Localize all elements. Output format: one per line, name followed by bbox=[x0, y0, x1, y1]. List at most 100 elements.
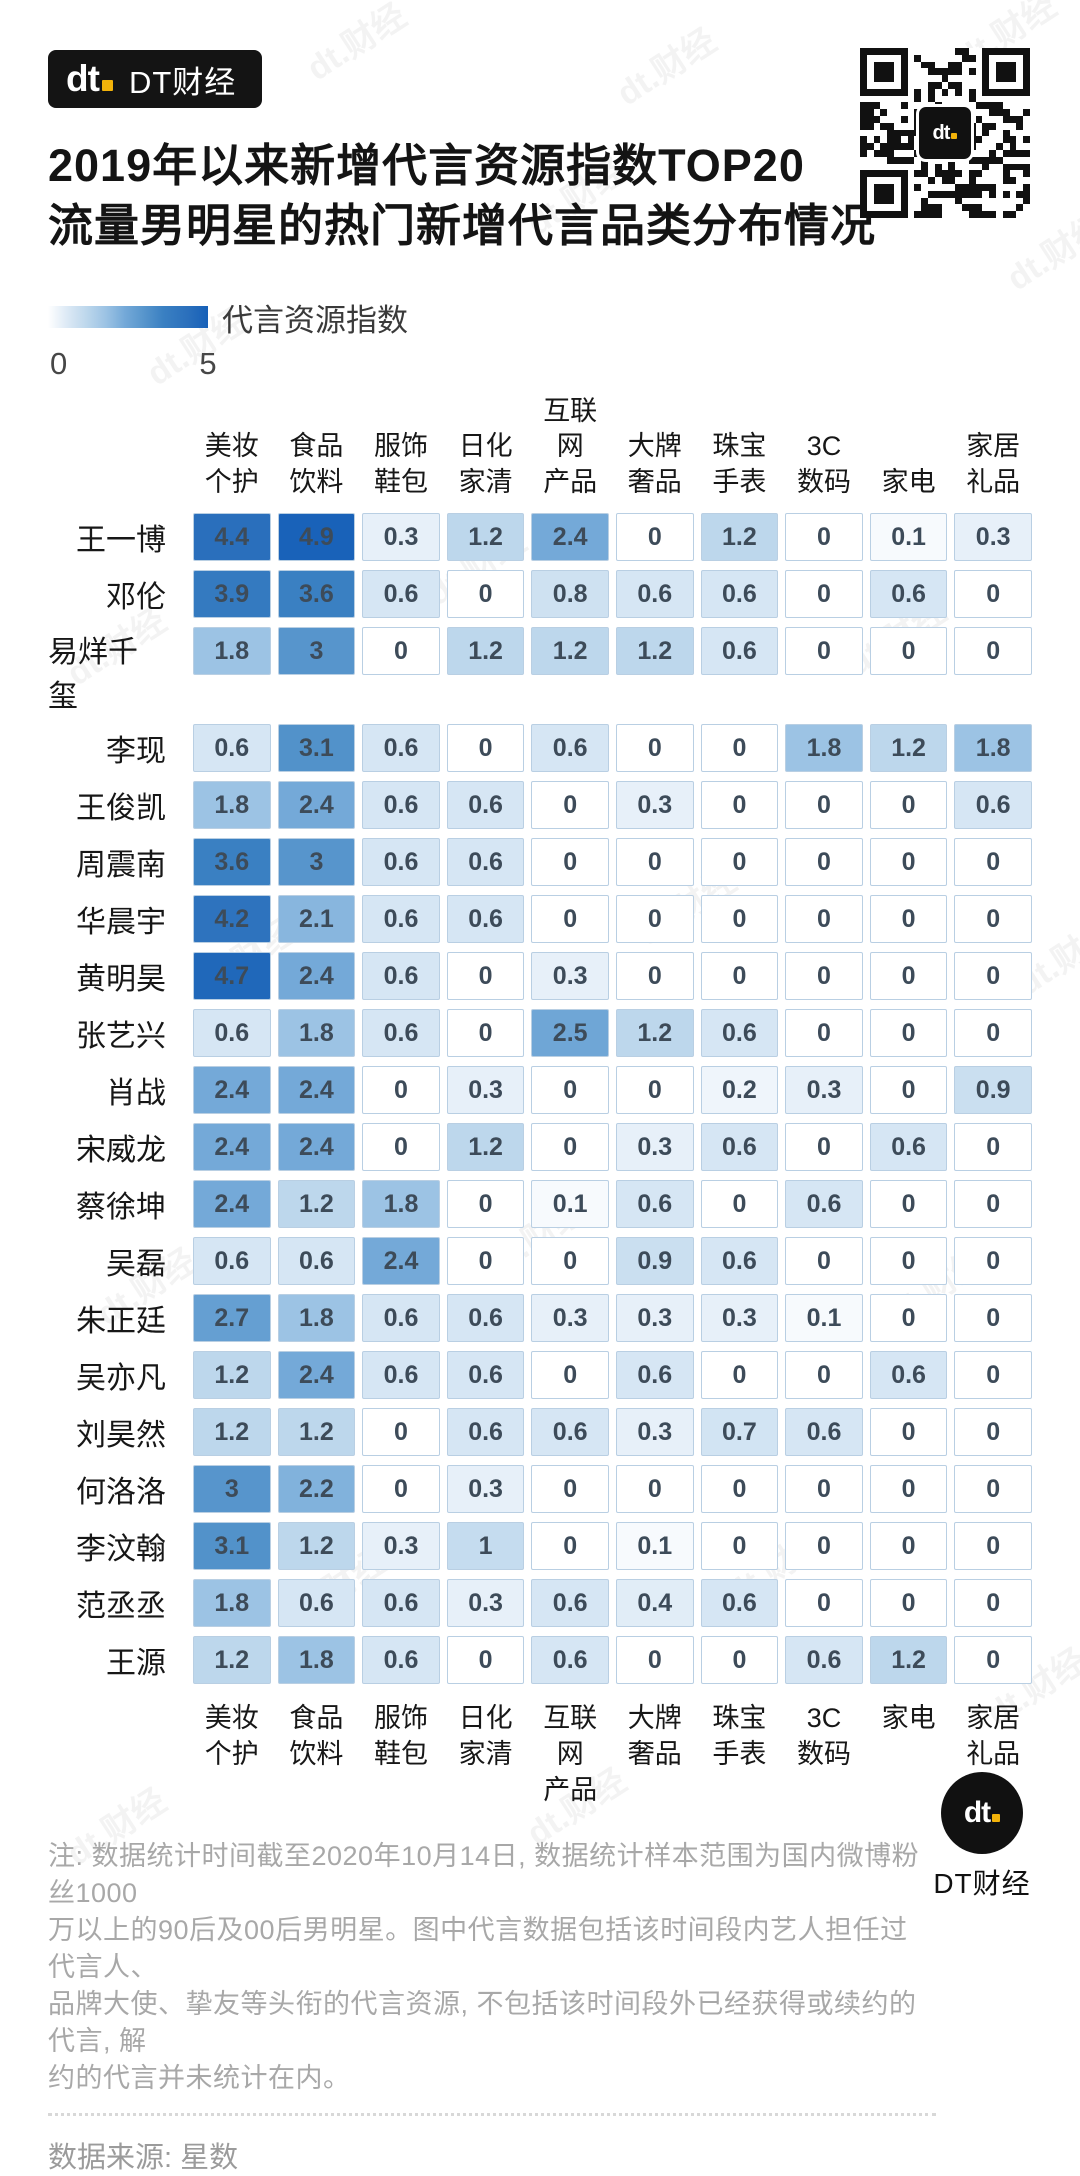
heatmap-cell: 4.4 bbox=[193, 513, 271, 562]
column-header-top-9: 家电 bbox=[881, 466, 936, 497]
heatmap-cell: 0 bbox=[869, 1237, 948, 1286]
heatmap-cell: 0 bbox=[954, 1351, 1032, 1400]
heatmap-cell: 1.2 bbox=[869, 724, 948, 773]
heatmap-cell: 0.6 bbox=[869, 570, 948, 619]
heatmap-cell: 0 bbox=[531, 1465, 609, 1514]
heatmap-cell: 0.3 bbox=[700, 1294, 779, 1343]
heatmap-cell: 0.1 bbox=[869, 513, 948, 562]
heatmap-cell: 3.1 bbox=[277, 724, 356, 773]
heatmap-cell: 2.4 bbox=[277, 1351, 356, 1400]
brand-logo-text: DT财经 bbox=[128, 64, 237, 100]
heatmap-cell: 0.6 bbox=[869, 1351, 948, 1400]
note-text: 注: 数据统计时间截至2020年10月14日, 数据统计样本范围为国内微博粉丝1… bbox=[48, 1838, 933, 2097]
heatmap-cell: 0 bbox=[869, 1465, 948, 1514]
heatmap-cell: 0 bbox=[446, 724, 525, 773]
qr-logo-mark: dt bbox=[933, 122, 958, 145]
heatmap-cell: 0 bbox=[954, 1408, 1032, 1457]
heatmap-cell: 0.6 bbox=[615, 570, 694, 619]
heatmap-cell: 0 bbox=[531, 1351, 609, 1400]
row-label: 邓伦 bbox=[106, 581, 166, 615]
column-header-bottom-7: 珠宝 手表 bbox=[712, 1703, 767, 1770]
heatmap-cell: 3 bbox=[277, 627, 356, 676]
page-title-line1: 2019年以来新增代言资源指数TOP20 bbox=[48, 140, 805, 191]
heatmap-cell: 1.2 bbox=[277, 1180, 356, 1229]
heatmap-cell: 0 bbox=[785, 1123, 863, 1172]
heatmap-cell: 0.3 bbox=[615, 1294, 694, 1343]
footer-logo-mark: dt bbox=[964, 1796, 1001, 1830]
heatmap-cell: 0.6 bbox=[700, 1009, 779, 1058]
heatmap-cell: 0 bbox=[362, 1408, 440, 1457]
heatmap-cell: 0 bbox=[531, 1522, 609, 1571]
heatmap-cell: 0 bbox=[446, 1009, 525, 1058]
legend-max-label: 5 bbox=[199, 345, 217, 381]
heatmap-cell: 0 bbox=[446, 570, 525, 619]
row-label: 吴亦凡 bbox=[76, 1362, 166, 1396]
heatmap-cell: 1.8 bbox=[954, 724, 1032, 773]
heatmap-cell: 3 bbox=[193, 1465, 271, 1514]
heatmap-cell: 1.2 bbox=[869, 1636, 948, 1685]
heatmap-cell: 2.2 bbox=[277, 1465, 356, 1514]
row-label: 黄明昊 bbox=[76, 963, 166, 997]
heatmap-cell: 0 bbox=[954, 627, 1032, 676]
heatmap-cell: 0.6 bbox=[446, 781, 525, 830]
row-label: 周震南 bbox=[76, 849, 166, 883]
row-label: 王源 bbox=[106, 1647, 166, 1681]
heatmap-cell: 0.6 bbox=[785, 1408, 863, 1457]
footer-logo-text: DT财经 bbox=[933, 1868, 1031, 1899]
row-label: 朱正廷 bbox=[76, 1305, 166, 1339]
heatmap-cell: 0.4 bbox=[615, 1579, 694, 1628]
heatmap-cell: 0.6 bbox=[362, 895, 440, 944]
note-line: 注: 数据统计时间截至2020年10月14日, 数据统计样本范围为国内微博粉丝1… bbox=[48, 1841, 920, 1909]
heatmap-cell: 0 bbox=[785, 1351, 863, 1400]
heatmap-cell: 1.8 bbox=[277, 1636, 356, 1685]
heatmap-cell: 0 bbox=[615, 1465, 694, 1514]
heatmap-cell: 0 bbox=[954, 895, 1032, 944]
heatmap-cell: 2.4 bbox=[277, 1066, 356, 1115]
heatmap-cell: 0.6 bbox=[193, 1009, 271, 1058]
heatmap-cell: 0.6 bbox=[531, 1408, 609, 1457]
heatmap-cell: 4.2 bbox=[193, 895, 271, 944]
column-header-bottom-9: 家电 bbox=[881, 1703, 936, 1734]
heatmap-cell: 0 bbox=[615, 513, 694, 562]
heatmap-cell: 0.3 bbox=[362, 1522, 440, 1571]
heatmap-cell: 0 bbox=[785, 1522, 863, 1571]
heatmap-cell: 0 bbox=[869, 1408, 948, 1457]
row-label: 王俊凯 bbox=[76, 792, 166, 826]
heatmap-cell: 0 bbox=[785, 1009, 863, 1058]
heatmap-cell: 0 bbox=[700, 1351, 779, 1400]
brand-logo-mark: dt bbox=[66, 58, 113, 100]
heatmap-cell: 1.2 bbox=[446, 627, 525, 676]
row-label: 吴磊 bbox=[106, 1248, 166, 1282]
qr-center-logo: dt bbox=[916, 104, 974, 162]
heatmap-cell: 0 bbox=[615, 724, 694, 773]
heatmap-cell: 2.7 bbox=[193, 1294, 271, 1343]
heatmap-cell: 1.8 bbox=[785, 724, 863, 773]
heatmap-cell: 0.3 bbox=[446, 1579, 525, 1628]
column-header-bottom-8: 3C 数码 bbox=[796, 1703, 851, 1770]
heatmap-cell: 0 bbox=[785, 513, 863, 562]
heatmap-cell: 1.8 bbox=[277, 1294, 356, 1343]
heatmap-cell: 0.6 bbox=[446, 1294, 525, 1343]
column-header-bottom-4: 日化 家清 bbox=[458, 1703, 513, 1770]
column-header-bottom-2: 食品 饮料 bbox=[289, 1703, 344, 1770]
legend: 代言资源指数 0 5 bbox=[48, 295, 1032, 386]
heatmap-cell: 0.1 bbox=[531, 1180, 609, 1229]
heatmap-cell: 0.6 bbox=[362, 1579, 440, 1628]
page-title-line2: 流量男明星的热门新增代言品类分布情况 bbox=[48, 200, 877, 252]
heatmap-cell: 3.9 bbox=[193, 570, 271, 619]
heatmap-cell: 0 bbox=[446, 1237, 525, 1286]
heatmap-cell: 0 bbox=[869, 952, 948, 1001]
heatmap-cell: 0.6 bbox=[531, 1636, 609, 1685]
heatmap-cell: 0 bbox=[615, 1636, 694, 1685]
heatmap-cell: 0.1 bbox=[785, 1294, 863, 1343]
heatmap-cell: 0.3 bbox=[362, 513, 440, 562]
heatmap-cell: 0.9 bbox=[615, 1237, 694, 1286]
heatmap-cell: 0.6 bbox=[362, 1009, 440, 1058]
note-line: 万以上的90后及00后男明星。图中代言数据包括该时间段内艺人担任过代言人、 bbox=[48, 1915, 908, 1983]
heatmap-cell: 0.6 bbox=[531, 724, 609, 773]
data-source: 数据来源: 星数 bbox=[48, 2142, 239, 2175]
heatmap-cell: 0 bbox=[700, 724, 779, 773]
heatmap-cell: 0 bbox=[531, 1123, 609, 1172]
heatmap-cell: 0 bbox=[531, 1066, 609, 1115]
heatmap-cell: 0 bbox=[869, 1180, 948, 1229]
